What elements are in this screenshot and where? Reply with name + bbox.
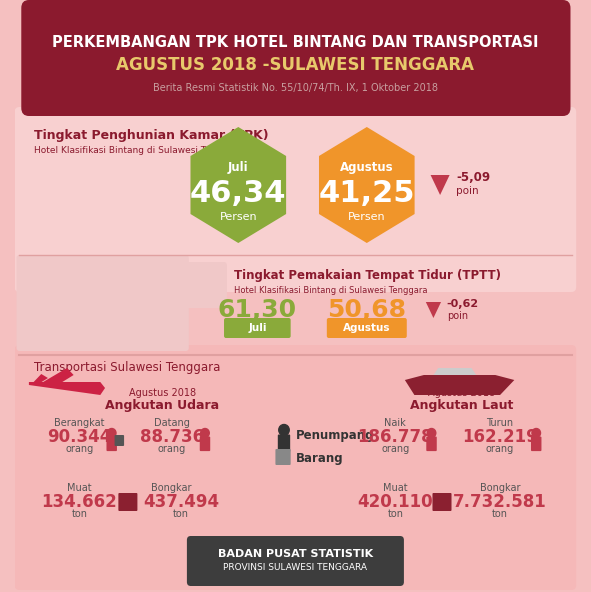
Polygon shape xyxy=(433,368,476,375)
Text: PROVINSI SULAWESI TENGGARA: PROVINSI SULAWESI TENGGARA xyxy=(223,564,368,572)
Polygon shape xyxy=(319,127,415,243)
Text: Persen: Persen xyxy=(348,212,385,222)
Text: Tingkat Pemakaian Tempat Tidur (TPTT): Tingkat Pemakaian Tempat Tidur (TPTT) xyxy=(233,269,501,282)
FancyBboxPatch shape xyxy=(224,318,291,338)
Text: Bongkar: Bongkar xyxy=(151,483,192,493)
Polygon shape xyxy=(426,302,441,318)
FancyBboxPatch shape xyxy=(426,436,437,451)
Text: Hotel Klasifikasi Bintang di Sulawesi Tenggara: Hotel Klasifikasi Bintang di Sulawesi Te… xyxy=(34,146,242,155)
Text: BADAN PUSAT STATISTIK: BADAN PUSAT STATISTIK xyxy=(218,549,373,559)
Text: PERKEMBANGAN TPK HOTEL BINTANG DAN TRANSPORTASI: PERKEMBANGAN TPK HOTEL BINTANG DAN TRANS… xyxy=(52,34,538,50)
Text: 46,34: 46,34 xyxy=(190,179,287,208)
Text: Muat: Muat xyxy=(67,483,92,493)
Text: Juli: Juli xyxy=(228,160,249,173)
Text: Angkutan Laut: Angkutan Laut xyxy=(410,398,514,411)
Circle shape xyxy=(427,429,436,437)
FancyBboxPatch shape xyxy=(278,435,290,452)
Text: Barang: Barang xyxy=(296,452,343,465)
Text: 90.344: 90.344 xyxy=(47,428,112,446)
FancyBboxPatch shape xyxy=(118,493,138,511)
Text: orang: orang xyxy=(158,444,186,454)
Circle shape xyxy=(201,429,209,437)
Circle shape xyxy=(279,424,289,436)
FancyBboxPatch shape xyxy=(433,493,452,511)
Polygon shape xyxy=(29,382,105,395)
Text: -5,09: -5,09 xyxy=(456,170,491,184)
Polygon shape xyxy=(405,375,514,395)
Text: Agustus: Agustus xyxy=(343,323,391,333)
Circle shape xyxy=(108,429,116,437)
Text: poin: poin xyxy=(456,186,479,196)
Polygon shape xyxy=(43,368,74,385)
Text: orang: orang xyxy=(486,444,514,454)
Text: Naik: Naik xyxy=(385,418,406,428)
Text: orang: orang xyxy=(381,444,410,454)
FancyBboxPatch shape xyxy=(327,318,407,338)
Text: poin: poin xyxy=(447,311,468,321)
FancyBboxPatch shape xyxy=(200,436,210,451)
Text: Tingkat Penghunian Kamar (TPK): Tingkat Penghunian Kamar (TPK) xyxy=(34,128,268,141)
Text: Juli: Juli xyxy=(248,323,267,333)
Text: 162.219: 162.219 xyxy=(462,428,538,446)
Text: Berangkat: Berangkat xyxy=(54,418,105,428)
Text: Agustus 2018: Agustus 2018 xyxy=(428,388,495,398)
Text: Angkutan Udara: Angkutan Udara xyxy=(105,398,219,411)
Text: -0,62: -0,62 xyxy=(447,299,479,309)
Text: Berita Resmi Statistik No. 55/10/74/Th. IX, 1 Oktober 2018: Berita Resmi Statistik No. 55/10/74/Th. … xyxy=(153,83,438,93)
Text: Agustus: Agustus xyxy=(340,160,394,173)
Polygon shape xyxy=(431,175,450,195)
Text: Turun: Turun xyxy=(486,418,514,428)
FancyBboxPatch shape xyxy=(275,449,291,465)
Text: 88.736: 88.736 xyxy=(139,428,204,446)
FancyBboxPatch shape xyxy=(15,345,576,590)
Text: ton: ton xyxy=(387,509,403,519)
Text: 134.662: 134.662 xyxy=(41,493,117,511)
Text: Hotel Klasifikasi Bintang di Sulawesi Tenggara: Hotel Klasifikasi Bintang di Sulawesi Te… xyxy=(233,285,427,294)
Text: 41,25: 41,25 xyxy=(319,179,415,208)
Text: ton: ton xyxy=(492,509,508,519)
Text: 437.494: 437.494 xyxy=(143,493,219,511)
Text: AGUSTUS 2018 -SULAWESI TENGGARA: AGUSTUS 2018 -SULAWESI TENGGARA xyxy=(116,56,475,74)
Text: 186.778: 186.778 xyxy=(358,428,433,446)
FancyBboxPatch shape xyxy=(531,436,541,451)
FancyBboxPatch shape xyxy=(115,435,124,446)
Polygon shape xyxy=(190,127,286,243)
FancyBboxPatch shape xyxy=(106,436,117,451)
Text: Transportasi Sulawesi Tenggara: Transportasi Sulawesi Tenggara xyxy=(34,361,220,374)
FancyBboxPatch shape xyxy=(145,262,227,308)
Text: 7.732.581: 7.732.581 xyxy=(453,493,547,511)
Circle shape xyxy=(532,429,541,437)
Text: ton: ton xyxy=(72,509,87,519)
FancyBboxPatch shape xyxy=(15,107,576,292)
Text: 420.110: 420.110 xyxy=(358,493,433,511)
Text: Bongkar: Bongkar xyxy=(480,483,520,493)
Text: Muat: Muat xyxy=(383,483,408,493)
Text: Datang: Datang xyxy=(154,418,190,428)
FancyBboxPatch shape xyxy=(17,255,189,351)
FancyBboxPatch shape xyxy=(187,536,404,586)
Text: 50,68: 50,68 xyxy=(327,298,406,322)
Text: 61,30: 61,30 xyxy=(217,298,297,322)
Text: Agustus 2018: Agustus 2018 xyxy=(129,388,196,398)
Text: orang: orang xyxy=(65,444,93,454)
Text: Persen: Persen xyxy=(219,212,257,222)
Polygon shape xyxy=(34,374,48,384)
Text: Penumpang: Penumpang xyxy=(296,429,374,442)
FancyBboxPatch shape xyxy=(21,0,570,116)
Text: ton: ton xyxy=(173,509,189,519)
